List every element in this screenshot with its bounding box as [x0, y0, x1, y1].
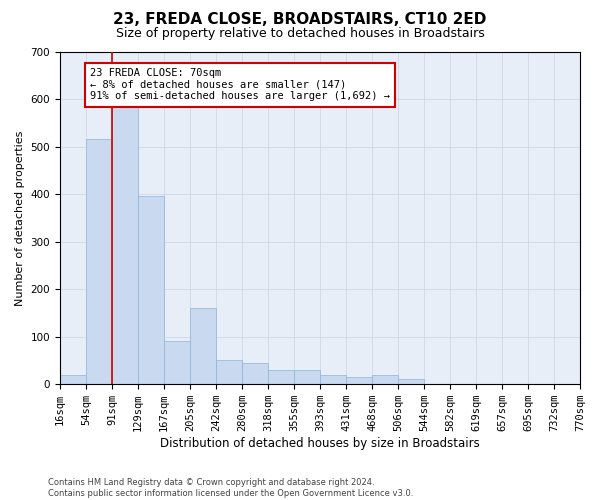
Bar	[242, 363, 268, 384]
Bar	[138, 196, 164, 384]
Bar	[60, 374, 86, 384]
Bar	[112, 104, 138, 384]
X-axis label: Distribution of detached houses by size in Broadstairs: Distribution of detached houses by size …	[160, 437, 480, 450]
Bar	[320, 374, 346, 384]
Text: 23, FREDA CLOSE, BROADSTAIRS, CT10 2ED: 23, FREDA CLOSE, BROADSTAIRS, CT10 2ED	[113, 12, 487, 28]
Bar	[190, 308, 216, 384]
Bar	[268, 370, 294, 384]
Bar	[216, 360, 242, 384]
Y-axis label: Number of detached properties: Number of detached properties	[15, 130, 25, 306]
Text: 23 FREDA CLOSE: 70sqm
← 8% of detached houses are smaller (147)
91% of semi-deta: 23 FREDA CLOSE: 70sqm ← 8% of detached h…	[90, 68, 390, 102]
Bar	[86, 140, 112, 384]
Bar	[398, 380, 424, 384]
Bar	[372, 374, 398, 384]
Text: Size of property relative to detached houses in Broadstairs: Size of property relative to detached ho…	[116, 28, 484, 40]
Bar	[294, 370, 320, 384]
Bar	[164, 342, 190, 384]
Text: Contains HM Land Registry data © Crown copyright and database right 2024.
Contai: Contains HM Land Registry data © Crown c…	[48, 478, 413, 498]
Bar	[346, 377, 372, 384]
